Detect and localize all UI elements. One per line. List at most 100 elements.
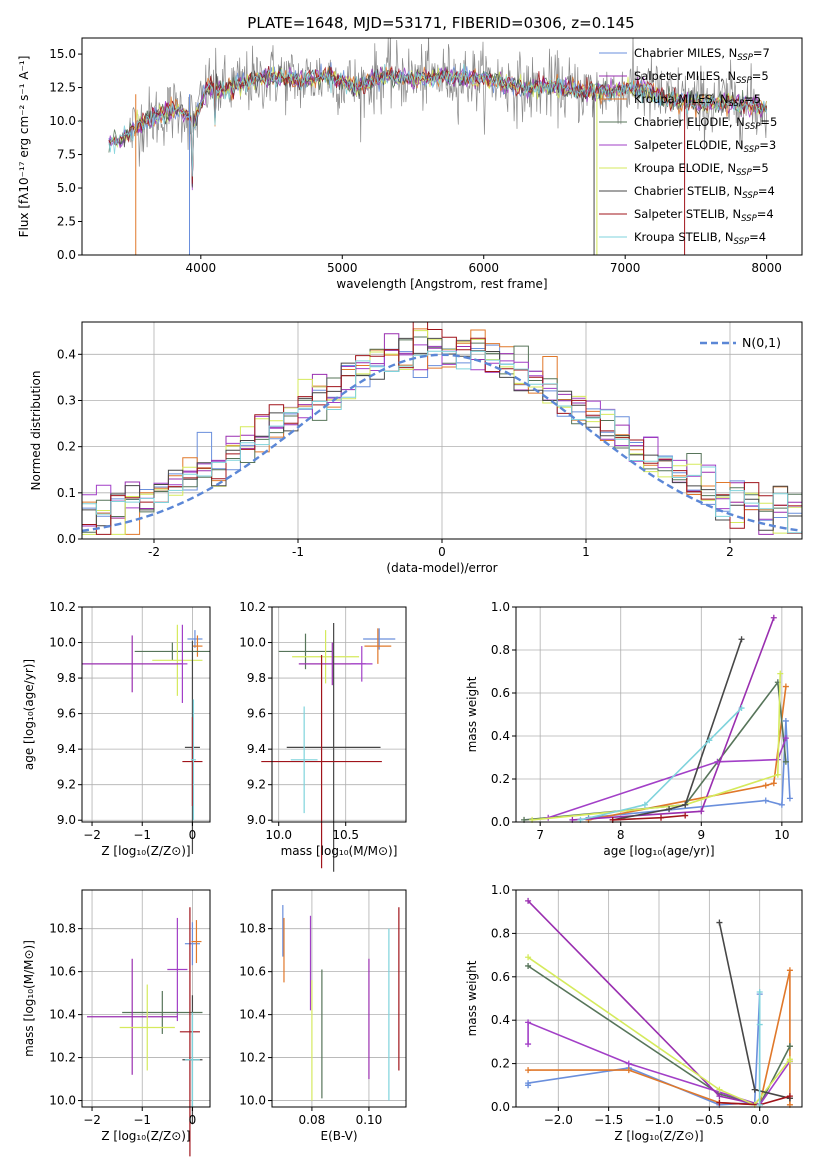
legend-entry: Kroupa STELIB, NSSP=4 — [634, 230, 766, 247]
axes-frame — [271, 889, 407, 1108]
x-tick-label: -1 — [292, 545, 304, 559]
weight-marker — [525, 962, 532, 969]
residuals-histogram-panel: -2 -1 0 1 2 0.0 0.1 0.2 0.3 0.4 (data-model)/error… — [29, 321, 803, 575]
weight-marker — [682, 801, 689, 808]
weight-marker — [625, 1060, 632, 1067]
plot-area — [272, 890, 406, 1107]
weight-marker — [756, 988, 763, 995]
weight-marker — [525, 1041, 532, 1048]
weight-marker — [762, 782, 769, 789]
x-tick-label: 0 — [189, 1113, 197, 1127]
weight-marker — [782, 735, 789, 742]
x-tick-label: 5000 — [327, 261, 358, 275]
x-tick-label: 6000 — [468, 261, 499, 275]
y-tick-label: 9.2 — [247, 778, 266, 792]
plot-area — [82, 890, 210, 1107]
x-tick-label: 0.10 — [356, 1113, 383, 1127]
histogram-6 — [82, 337, 802, 531]
weight-marker — [525, 1019, 532, 1026]
weight-line-4 — [547, 737, 787, 819]
y-tick-label: 10.4 — [239, 1008, 266, 1022]
weight-marker — [525, 954, 532, 961]
weight-marker — [751, 1086, 758, 1093]
weight-marker — [782, 683, 789, 690]
legend-entry: Chabrier MILES, NSSP=7 — [634, 46, 770, 63]
x-tick-label: 0.0 — [750, 1113, 769, 1127]
x-tick-label: 1 — [582, 545, 590, 559]
y-tick-label: 0.4 — [57, 347, 76, 361]
weight-marker — [770, 780, 777, 787]
y-tick-label: 10.0 — [239, 1094, 266, 1108]
x-tick-label: -2 — [148, 545, 160, 559]
y-tick-label: 0.0 — [57, 248, 76, 262]
axes-frame — [271, 606, 407, 823]
weight-marker — [716, 1099, 723, 1106]
y-axis-label: Flux [fλ10⁻¹⁷ erg cm⁻² s⁻¹ A⁻¹] — [17, 56, 31, 238]
age-vs-mass-panel: 10.0 10.5 9.0 9.2 9.4 9.6 9.8 10.0 10.2 mass [log… — [239, 600, 407, 872]
y-tick-label: 9.6 — [57, 707, 76, 721]
spectrum-lines — [108, 38, 767, 255]
weight-marker — [738, 705, 745, 712]
y-tick-label: 10.6 — [239, 965, 266, 979]
weight-line-6 — [612, 639, 743, 821]
y-tick-label: 10.2 — [49, 600, 76, 614]
x-tick-label: 8 — [617, 828, 625, 842]
weight-marker — [770, 614, 777, 621]
x-axis-label: mass [log₁₀(M/M⊙)] — [281, 844, 398, 858]
y-tick-label: 5.0 — [57, 181, 76, 195]
weight-marker — [716, 1093, 723, 1100]
y-tick-label: 10.0 — [49, 1094, 76, 1108]
weight-line-2 — [588, 686, 787, 821]
weight-line-3 — [527, 965, 791, 1106]
histograms — [82, 322, 802, 535]
y-tick-label: 1.0 — [491, 600, 510, 614]
y-tick-label: 0.2 — [491, 1057, 510, 1071]
mass-vs-metallicity-panel: −2 −1 0 10.0 10.2 10.4 10.6 10.8 Z [log₁₀(Z/Z⊙)]… — [22, 889, 211, 1157]
x-tick-label: −1.0 — [644, 1113, 673, 1127]
x-axis-label: E(B-V) — [320, 1129, 357, 1143]
y-tick-label: 0.2 — [57, 440, 76, 454]
weight-marker — [786, 1058, 793, 1065]
y-tick-label: 0.4 — [491, 729, 510, 743]
weight-marker — [777, 670, 784, 677]
x-tick-label: 0 — [189, 828, 197, 842]
histogram-7 — [82, 322, 802, 535]
x-tick-label: 8000 — [751, 261, 782, 275]
weight-marker — [782, 717, 789, 724]
y-tick-label: 9.8 — [247, 671, 266, 685]
y-tick-label: 0.8 — [491, 926, 510, 940]
model-spectrum-8 — [108, 63, 767, 177]
weight-marker — [786, 1093, 793, 1100]
y-axis-label: Normed distribution — [29, 371, 43, 491]
mass-vs-ebv-panel: 0.08 0.10 10.0 10.2 10.4 10.6 10.8 E(B-V) — [239, 889, 407, 1143]
weight-marker — [738, 636, 745, 643]
legend-entry: Kroupa MILES, NSSP=5 — [634, 92, 761, 109]
age-vs-metallicity-panel: −2 −1 0 9.0 9.2 9.4 9.6 9.8 10.0 10.2 Z [log₁₀(Z/Z… — [22, 600, 211, 858]
y-tick-label: 10.2 — [49, 1051, 76, 1065]
y-tick-label: 9.6 — [247, 707, 266, 721]
weight-marker — [774, 771, 781, 778]
weight-marker — [786, 1043, 793, 1050]
y-tick-label: 9.0 — [247, 813, 266, 827]
x-tick-label: −2.0 — [544, 1113, 573, 1127]
x-tick-label: 4000 — [186, 261, 217, 275]
legend-entry: Salpeter STELIB, NSSP=4 — [634, 207, 774, 224]
weight-marker — [658, 814, 665, 821]
x-tick-label: −2 — [83, 1113, 101, 1127]
weight-marker — [786, 967, 793, 974]
weight-marker — [525, 897, 532, 904]
y-axis-label: mass weight — [465, 960, 479, 1036]
x-tick-label: 10.5 — [332, 828, 359, 842]
x-tick-label: 10.0 — [265, 828, 292, 842]
legend-entry: Salpeter ELODIE, NSSP=3 — [634, 138, 776, 155]
y-tick-label: 0.6 — [491, 970, 510, 984]
x-tick-label: −0.5 — [695, 1113, 724, 1127]
y-tick-label: 1.0 — [491, 883, 510, 897]
weight-marker — [682, 812, 689, 819]
legend-entry: N(0,1) — [742, 335, 781, 350]
y-tick-label: 7.5 — [57, 148, 76, 162]
x-tick-label: −1 — [133, 828, 151, 842]
y-tick-label: 10.4 — [49, 1008, 76, 1022]
y-axis-label: mass [log₁₀(M/M⊙)] — [22, 940, 36, 1057]
weight-marker — [698, 808, 705, 815]
